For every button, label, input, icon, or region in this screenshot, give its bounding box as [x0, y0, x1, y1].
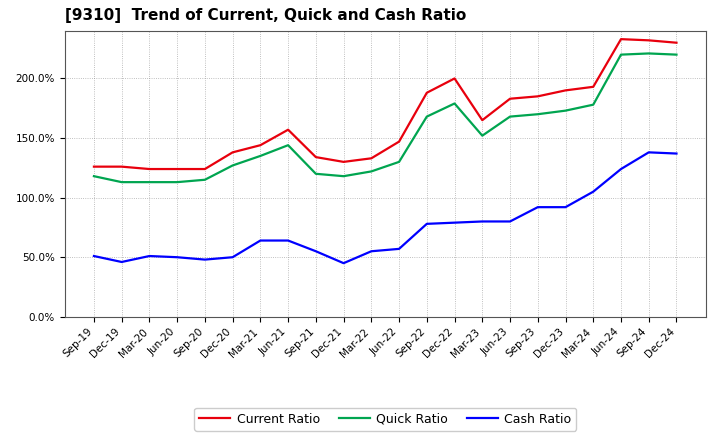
Cash Ratio — [450, 220, 459, 225]
Cash Ratio — [644, 150, 653, 155]
Current Ratio — [201, 166, 210, 172]
Current Ratio — [117, 164, 126, 169]
Current Ratio — [616, 37, 625, 42]
Quick Ratio — [201, 177, 210, 183]
Quick Ratio — [534, 112, 542, 117]
Quick Ratio — [478, 133, 487, 138]
Cash Ratio — [256, 238, 265, 243]
Current Ratio — [423, 90, 431, 95]
Cash Ratio — [589, 189, 598, 194]
Current Ratio — [450, 76, 459, 81]
Cash Ratio — [284, 238, 292, 243]
Current Ratio — [256, 143, 265, 148]
Current Ratio — [505, 96, 514, 101]
Line: Quick Ratio: Quick Ratio — [94, 53, 677, 182]
Cash Ratio — [395, 246, 403, 252]
Quick Ratio — [284, 143, 292, 148]
Quick Ratio — [589, 102, 598, 107]
Current Ratio — [478, 117, 487, 123]
Quick Ratio — [339, 173, 348, 179]
Current Ratio — [312, 154, 320, 160]
Legend: Current Ratio, Quick Ratio, Cash Ratio: Current Ratio, Quick Ratio, Cash Ratio — [194, 408, 576, 431]
Current Ratio — [367, 156, 376, 161]
Quick Ratio — [395, 159, 403, 165]
Current Ratio — [644, 38, 653, 43]
Line: Current Ratio: Current Ratio — [94, 39, 677, 169]
Line: Cash Ratio: Cash Ratio — [94, 152, 677, 263]
Cash Ratio — [228, 255, 237, 260]
Cash Ratio — [616, 166, 625, 172]
Cash Ratio — [505, 219, 514, 224]
Current Ratio — [561, 88, 570, 93]
Quick Ratio — [256, 153, 265, 158]
Quick Ratio — [173, 180, 181, 185]
Quick Ratio — [616, 52, 625, 57]
Quick Ratio — [423, 114, 431, 119]
Quick Ratio — [89, 173, 98, 179]
Quick Ratio — [505, 114, 514, 119]
Quick Ratio — [367, 169, 376, 174]
Cash Ratio — [672, 151, 681, 156]
Current Ratio — [339, 159, 348, 165]
Cash Ratio — [145, 253, 154, 259]
Quick Ratio — [312, 171, 320, 176]
Current Ratio — [589, 84, 598, 89]
Quick Ratio — [561, 108, 570, 113]
Current Ratio — [534, 94, 542, 99]
Cash Ratio — [89, 253, 98, 259]
Quick Ratio — [644, 51, 653, 56]
Current Ratio — [228, 150, 237, 155]
Current Ratio — [145, 166, 154, 172]
Quick Ratio — [450, 101, 459, 106]
Quick Ratio — [672, 52, 681, 57]
Current Ratio — [284, 127, 292, 132]
Cash Ratio — [173, 255, 181, 260]
Quick Ratio — [117, 180, 126, 185]
Current Ratio — [173, 166, 181, 172]
Cash Ratio — [561, 205, 570, 210]
Cash Ratio — [478, 219, 487, 224]
Quick Ratio — [228, 163, 237, 168]
Cash Ratio — [534, 205, 542, 210]
Current Ratio — [89, 164, 98, 169]
Cash Ratio — [423, 221, 431, 227]
Text: [9310]  Trend of Current, Quick and Cash Ratio: [9310] Trend of Current, Quick and Cash … — [65, 7, 466, 23]
Current Ratio — [395, 139, 403, 144]
Current Ratio — [672, 40, 681, 45]
Cash Ratio — [117, 259, 126, 264]
Cash Ratio — [201, 257, 210, 262]
Cash Ratio — [339, 260, 348, 266]
Cash Ratio — [312, 249, 320, 254]
Cash Ratio — [367, 249, 376, 254]
Quick Ratio — [145, 180, 154, 185]
